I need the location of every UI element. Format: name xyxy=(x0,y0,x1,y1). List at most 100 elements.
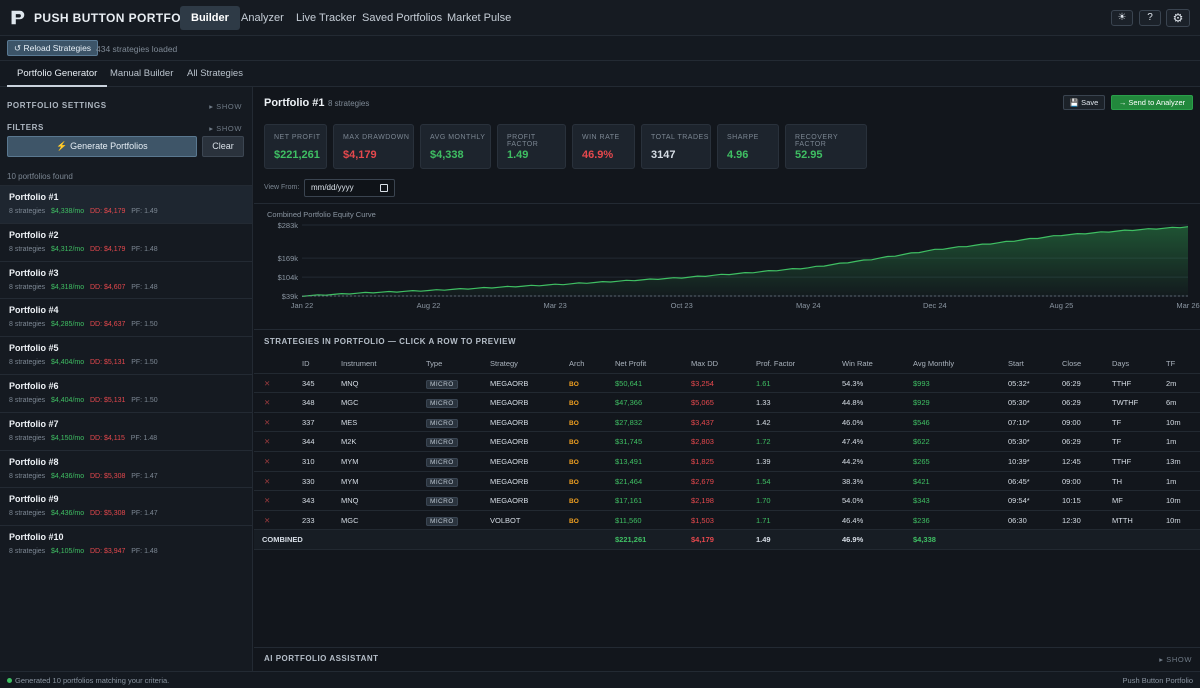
calendar-icon[interactable] xyxy=(380,184,388,192)
theme-icon[interactable]: ☀ xyxy=(1111,10,1133,26)
stat-value: 3147 xyxy=(651,149,676,161)
cell-wr: 46.4% xyxy=(842,515,864,525)
equity-chart: Combined Portfolio Equity Curve $283k $16… xyxy=(254,203,1200,315)
cell-dd: $2,803 xyxy=(691,437,714,447)
column-header[interactable]: Max DD xyxy=(691,359,719,368)
portfolio-item[interactable]: Portfolio #9 8 strategies $4,436/mo DD: $… xyxy=(0,487,252,525)
portfolio-strategies: 8 strategies xyxy=(9,510,46,518)
strategy-loader-bar: ↺ Reload Strategies 434 strategies loade… xyxy=(0,36,1200,61)
tab-portfolio-generator[interactable]: Portfolio Generator xyxy=(7,61,108,87)
portfolio-item-title: Portfolio #3 xyxy=(9,267,59,278)
portfolio-item[interactable]: Portfolio #7 8 strategies $4,150/mo DD: $… xyxy=(0,411,252,450)
cell-arch: BO xyxy=(569,477,579,486)
app-logo[interactable]: PUSH BUTTON PORTFOLIO xyxy=(9,9,202,26)
column-header[interactable]: Win Rate xyxy=(842,359,873,368)
table-row[interactable]: ✕ 348 MGC MICRO MEGAORB BO $47,366 $5,065 1.33 44… xyxy=(254,393,1200,413)
column-header[interactable]: Close xyxy=(1062,359,1082,368)
nav-market-pulse[interactable]: Market Pulse xyxy=(447,12,512,24)
logo-icon xyxy=(11,10,25,25)
portfolio-item[interactable]: Portfolio #2 8 strategies $4,312/mo DD: $… xyxy=(0,222,252,261)
portfolio-item[interactable]: Portfolio #1 8 strategies $4,338/mo DD: $… xyxy=(0,185,252,223)
filters-toggle[interactable]: ▸ SHOW xyxy=(209,124,242,133)
portfolio-pf: PF: 1.48 xyxy=(130,434,158,442)
cell-dd: $1,825 xyxy=(691,456,714,466)
remove-row-icon[interactable]: ✕ xyxy=(264,437,271,447)
cell-tf: 2m xyxy=(1166,378,1177,388)
top-navbar: PUSH BUTTON PORTFOLIO Builder Analyzer Liv… xyxy=(0,0,1200,36)
portfolio-pf: PF: 1.50 xyxy=(131,321,158,329)
portfolio-detail: Portfolio #1 8 strategies 💾 Save → Send … xyxy=(254,87,1200,671)
x-tick-label: Dec 24 xyxy=(923,301,947,310)
remove-row-icon[interactable]: ✕ xyxy=(264,456,271,466)
cell-avg: $265 xyxy=(913,456,930,466)
view-from-date-input[interactable]: mm/dd/yyyy xyxy=(304,179,395,197)
remove-row-icon[interactable]: ✕ xyxy=(264,398,271,408)
gear-icon[interactable]: ⚙ xyxy=(1166,9,1190,27)
save-button[interactable]: 💾 Save xyxy=(1063,95,1105,110)
portfolio-item-meta: 8 strategies $4,312/mo DD: $4,179 PF: 1.… xyxy=(9,246,158,253)
portfolio-monthly: $4,436/mo xyxy=(51,472,85,480)
cell-start: 10:39* xyxy=(1008,456,1030,466)
tab-all-strategies[interactable]: All Strategies xyxy=(187,68,243,79)
table-row[interactable]: ✕ 310 MYM MICRO MEGAORB BO $13,491 $1,825 1.39 44… xyxy=(254,452,1200,472)
portfolio-item[interactable]: Portfolio #6 8 strategies $4,404/mo DD: $… xyxy=(0,374,252,412)
stat-value: $4,179 xyxy=(343,149,377,161)
tab-manual-builder[interactable]: Manual Builder xyxy=(110,68,174,79)
column-header[interactable]: TF xyxy=(1166,359,1176,368)
table-row[interactable]: ✕ 233 MGC MICRO VOLBOT BO $11,560 $1,503 1.71 46.… xyxy=(254,511,1200,531)
nav-saved-portfolios[interactable]: Saved Portfolios xyxy=(362,12,443,24)
portfolio-item[interactable]: Portfolio #8 8 strategies $4,436/mo DD: $… xyxy=(0,449,252,488)
table-row[interactable]: ✕ 344 M2K MICRO MEGAORB BO $31,745 $2,803 1.72 47… xyxy=(254,432,1200,452)
table-row[interactable]: ✕ 330 MYM MICRO MEGAORB BO $21,464 $2,679 1.54 38… xyxy=(254,472,1200,492)
column-header[interactable]: Start xyxy=(1008,359,1024,368)
filters-header[interactable]: FILTERS xyxy=(7,123,44,132)
column-header[interactable]: Strategy xyxy=(490,359,518,368)
portfolio-drawdown: DD: $4,179 xyxy=(89,208,126,215)
cell-days: TTHF xyxy=(1112,378,1132,388)
nav-live-tracker[interactable]: Live Tracker xyxy=(296,12,356,24)
column-header[interactable]: Arch xyxy=(569,359,585,368)
portfolio-monthly: $4,338/mo xyxy=(51,208,85,215)
cell-strategy: MEGAORB xyxy=(490,417,529,427)
column-header[interactable]: Days xyxy=(1112,359,1130,368)
x-tick-label: Oct 23 xyxy=(671,301,693,310)
column-header[interactable]: ID xyxy=(302,359,310,368)
ai-assistant-header[interactable]: AI PORTFOLIO ASSISTANT xyxy=(264,654,379,663)
column-header[interactable]: Instrument xyxy=(341,359,377,368)
portfolio-item[interactable]: Portfolio #3 8 strategies $4,318/mo DD: $… xyxy=(0,260,252,299)
help-icon[interactable]: ? xyxy=(1139,10,1161,26)
nav-analyzer[interactable]: Analyzer xyxy=(241,12,284,24)
remove-row-icon[interactable]: ✕ xyxy=(264,378,271,388)
clear-button[interactable]: Clear xyxy=(202,136,244,157)
nav-builder[interactable]: Builder xyxy=(180,6,240,30)
cell-close: 09:00 xyxy=(1062,476,1081,486)
cell-dd: $5,065 xyxy=(691,398,714,408)
reload-strategies-button[interactable]: ↺ Reload Strategies xyxy=(7,40,99,56)
cell-inst: MGC xyxy=(341,515,359,525)
y-tick-label: $104k xyxy=(278,273,299,282)
column-header[interactable]: Avg Monthly xyxy=(913,359,955,368)
cell-avg: $929 xyxy=(913,398,930,408)
table-row[interactable]: ✕ 337 MES MICRO MEGAORB BO $27,832 $3,437 1.42 46… xyxy=(254,413,1200,433)
table-row[interactable]: ✕ 345 MNQ MICRO MEGAORB BO $50,641 $3,254 1.61 54… xyxy=(254,374,1200,394)
portfolio-item[interactable]: Portfolio #4 8 strategies $4,285/mo DD: $… xyxy=(0,298,252,336)
remove-row-icon[interactable]: ✕ xyxy=(264,417,271,427)
portfolio-strategies: 8 strategies xyxy=(9,359,46,367)
column-header[interactable]: Type xyxy=(426,359,443,368)
remove-row-icon[interactable]: ✕ xyxy=(264,496,271,506)
portfolio-settings-header[interactable]: PORTFOLIO SETTINGS xyxy=(7,101,107,110)
portfolio-settings-toggle[interactable]: ▸ SHOW xyxy=(209,102,242,111)
generate-portfolios-button[interactable]: ⚡ Generate Portfolios xyxy=(7,136,197,157)
portfolio-item[interactable]: Portfolio #10 8 strategies $4,105/mo DD: … xyxy=(0,525,252,563)
cell-id: 310 xyxy=(302,456,315,466)
portfolio-item[interactable]: Portfolio #5 8 strategies $4,404/mo DD: $… xyxy=(0,336,252,374)
remove-row-icon[interactable]: ✕ xyxy=(264,476,271,486)
remove-row-icon[interactable]: ✕ xyxy=(264,515,271,525)
column-header[interactable]: Net Profit xyxy=(615,359,647,368)
ai-assistant-toggle[interactable]: ▸ SHOW xyxy=(1159,655,1192,664)
cell-inst: MNQ xyxy=(341,378,359,388)
send-to-analyzer-button[interactable]: → Send to Analyzer xyxy=(1111,95,1193,110)
table-row[interactable]: ✕ 343 MNQ MICRO MEGAORB BO $17,161 $2,198 1.70 54… xyxy=(254,491,1200,511)
portfolio-pf: PF: 1.47 xyxy=(131,510,158,518)
column-header[interactable]: Prof. Factor xyxy=(756,359,796,368)
